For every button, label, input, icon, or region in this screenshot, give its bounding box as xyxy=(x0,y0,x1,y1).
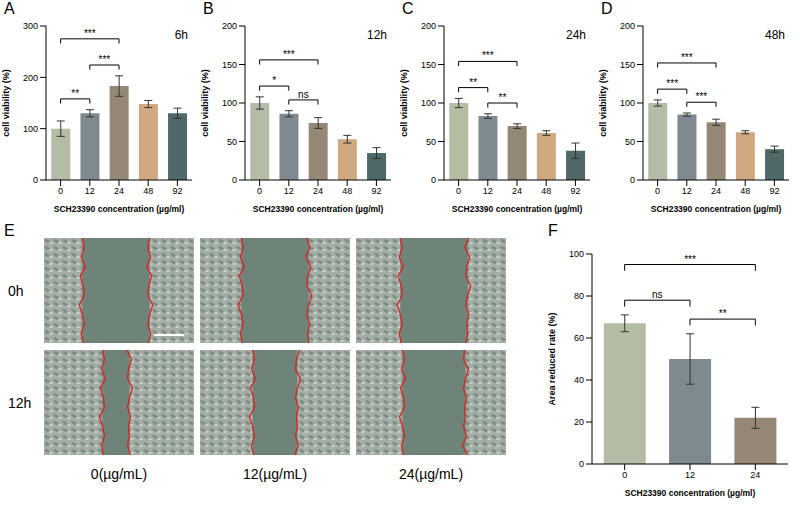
svg-text:**: ** xyxy=(71,88,79,99)
svg-text:12: 12 xyxy=(682,186,692,196)
svg-text:48: 48 xyxy=(541,186,551,196)
svg-text:200: 200 xyxy=(620,21,635,31)
svg-text:0: 0 xyxy=(58,186,63,196)
svg-text:ns: ns xyxy=(298,89,309,100)
svg-text:48: 48 xyxy=(143,186,153,196)
svg-text:***: *** xyxy=(696,91,708,102)
svg-text:92: 92 xyxy=(570,186,580,196)
svg-text:100: 100 xyxy=(620,98,635,108)
html-text:6h: 6h xyxy=(174,28,188,42)
svg-text:20: 20 xyxy=(574,417,584,427)
svg-text:0: 0 xyxy=(257,186,262,196)
svg-text:50: 50 xyxy=(625,137,635,147)
svg-text:***: *** xyxy=(99,54,111,65)
svg-text:200: 200 xyxy=(222,21,237,31)
svg-text:0: 0 xyxy=(655,186,660,196)
svg-text:ns: ns xyxy=(652,289,663,300)
html-text:0(µg/mL): 0(µg/mL) xyxy=(90,466,148,482)
svg-text:0: 0 xyxy=(622,470,627,480)
svg-text:SCH23390 concentration (µg/ml): SCH23390 concentration (µg/ml) xyxy=(625,488,756,498)
html-text:12(µg/mL): 12(µg/mL) xyxy=(243,466,307,482)
svg-text:***: *** xyxy=(666,78,678,89)
svg-text:48: 48 xyxy=(342,186,352,196)
svg-text:150: 150 xyxy=(421,60,436,70)
svg-text:12: 12 xyxy=(284,186,294,196)
svg-text:***: *** xyxy=(482,50,494,61)
svg-text:**: ** xyxy=(719,308,727,319)
svg-text:200: 200 xyxy=(23,73,38,83)
html-text:E: E xyxy=(4,222,15,239)
svg-text:100: 100 xyxy=(222,98,237,108)
svg-text:92: 92 xyxy=(172,186,182,196)
html-text:12h: 12h xyxy=(367,28,387,42)
svg-text:24: 24 xyxy=(313,186,323,196)
svg-text:cell viability (%): cell viability (%) xyxy=(599,69,608,137)
svg-text:24: 24 xyxy=(711,186,721,196)
html-text:A: A xyxy=(4,0,15,17)
html-text:B: B xyxy=(203,0,214,17)
svg-text:92: 92 xyxy=(371,186,381,196)
svg-text:cell viability (%): cell viability (%) xyxy=(400,69,409,137)
svg-text:0: 0 xyxy=(456,186,461,196)
svg-text:100: 100 xyxy=(421,98,436,108)
svg-text:92: 92 xyxy=(769,186,779,196)
svg-text:100: 100 xyxy=(569,249,584,259)
html-text:F: F xyxy=(548,222,558,239)
svg-text:***: *** xyxy=(684,254,696,265)
svg-text:48: 48 xyxy=(740,186,750,196)
svg-text:0: 0 xyxy=(630,175,635,185)
svg-text:150: 150 xyxy=(620,60,635,70)
svg-text:300: 300 xyxy=(23,21,38,31)
svg-text:12: 12 xyxy=(85,186,95,196)
svg-text:0: 0 xyxy=(232,175,237,185)
html-text:24(µg/mL): 24(µg/mL) xyxy=(399,466,463,482)
html-text:C: C xyxy=(402,0,414,17)
html-text:0h: 0h xyxy=(8,283,24,299)
svg-text:***: *** xyxy=(283,49,295,60)
svg-text:**: ** xyxy=(499,92,507,103)
svg-text:80: 80 xyxy=(574,291,584,301)
svg-text:0: 0 xyxy=(431,175,436,185)
svg-text:Area reduced rate (%): Area reduced rate (%) xyxy=(548,312,557,405)
svg-text:12: 12 xyxy=(685,470,695,480)
svg-text:0: 0 xyxy=(33,175,38,185)
svg-text:*: * xyxy=(272,75,276,86)
svg-text:***: *** xyxy=(681,52,693,63)
html-text:48h: 48h xyxy=(765,28,785,42)
svg-text:100: 100 xyxy=(23,124,38,134)
svg-text:SCH23390 concentration (µg/ml): SCH23390 concentration (µg/ml) xyxy=(651,204,782,214)
svg-text:***: *** xyxy=(84,28,96,39)
svg-text:24: 24 xyxy=(750,470,760,480)
svg-text:24: 24 xyxy=(114,186,124,196)
svg-text:12: 12 xyxy=(483,186,493,196)
svg-text:50: 50 xyxy=(426,137,436,147)
svg-text:cell viability (%): cell viability (%) xyxy=(2,69,11,137)
html-text:24h: 24h xyxy=(566,28,586,42)
svg-text:cell viability (%): cell viability (%) xyxy=(201,69,210,137)
svg-text:**: ** xyxy=(469,77,477,88)
svg-text:SCH23390 concentration (µg/ml): SCH23390 concentration (µg/ml) xyxy=(54,204,185,214)
svg-text:150: 150 xyxy=(222,60,237,70)
svg-text:SCH23390 concentration (µg/ml): SCH23390 concentration (µg/ml) xyxy=(253,204,384,214)
svg-text:50: 50 xyxy=(227,137,237,147)
svg-text:60: 60 xyxy=(574,333,584,343)
svg-text:200: 200 xyxy=(421,21,436,31)
html-text:D: D xyxy=(601,0,613,17)
svg-text:SCH23390 concentration (µg/ml): SCH23390 concentration (µg/ml) xyxy=(452,204,583,214)
svg-text:40: 40 xyxy=(574,375,584,385)
svg-text:0: 0 xyxy=(579,459,584,469)
html-text:12h: 12h xyxy=(8,395,32,411)
svg-text:24: 24 xyxy=(512,186,522,196)
